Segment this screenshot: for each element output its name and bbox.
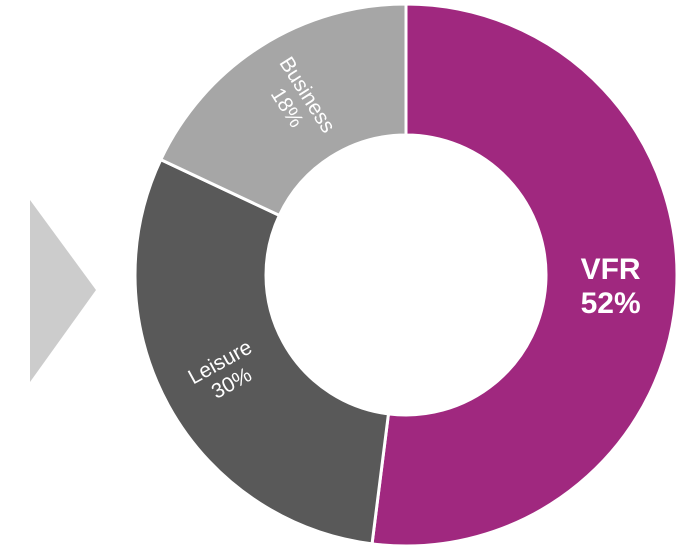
donut-segment: [370, 2, 679, 548]
donut-segment: [133, 157, 391, 546]
value-label: 52%: [581, 287, 641, 320]
category-label: VFR: [581, 253, 641, 286]
arrow: [30, 200, 96, 382]
donut-segment: [158, 2, 408, 218]
